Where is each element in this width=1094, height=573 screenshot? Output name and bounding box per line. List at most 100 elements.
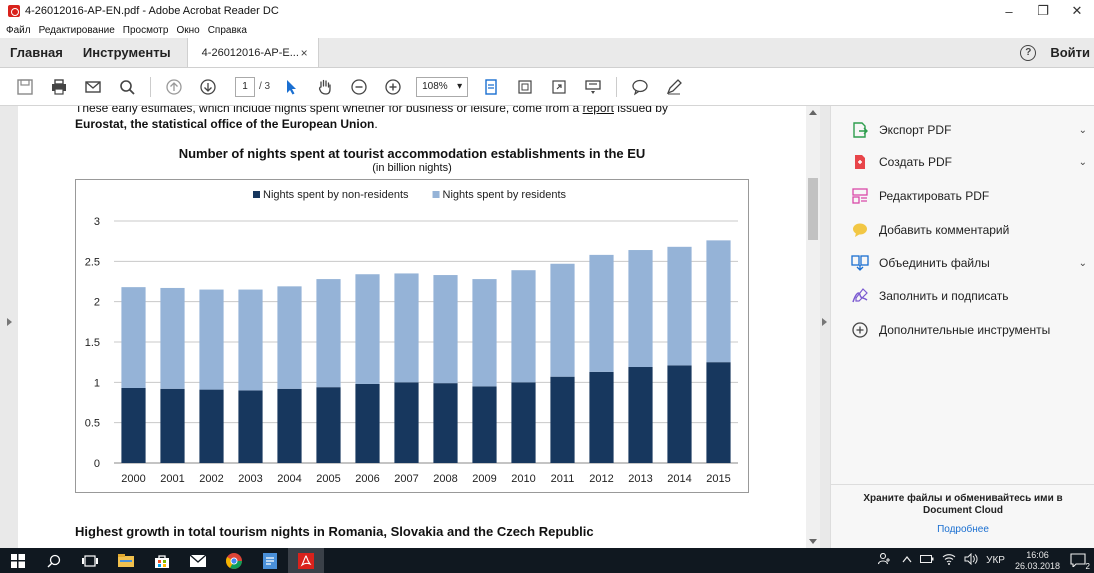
comment-icon[interactable] (629, 76, 651, 98)
comment-icon (851, 221, 869, 239)
document-cloud-promo: Храните файлы и обменивайтесь ими в Docu… (831, 484, 1094, 517)
panel-item-fill-sign[interactable]: Заполнить и подписать (851, 286, 1087, 306)
chevron-down-icon[interactable]: ⌄ (1078, 156, 1087, 168)
chevron-up-icon[interactable] (902, 555, 912, 566)
pen-icon[interactable] (663, 76, 685, 98)
language-indicator[interactable]: УКР (986, 555, 1005, 566)
right-panel-toggle[interactable] (820, 106, 830, 548)
bar-non-residents (433, 383, 458, 463)
chrome-icon[interactable] (216, 548, 252, 573)
intro-text-end: issued by (613, 106, 668, 115)
windows-start-icon[interactable] (0, 548, 36, 573)
chevron-down-icon[interactable]: ⌄ (1078, 124, 1087, 136)
read-mode-icon[interactable] (582, 76, 604, 98)
x-tick-label: 2000 (121, 473, 145, 485)
panel-item-more-tools[interactable]: Дополнительные инструменты (851, 320, 1087, 340)
save-icon[interactable] (14, 76, 36, 98)
email-icon[interactable] (82, 76, 104, 98)
next-page-icon[interactable] (197, 76, 219, 98)
stacked-bar-chart: 0 0.5 1 1.5 2 2.5 3 2000 2001 2002 2003 2004 2005 200… (85, 189, 738, 485)
menu-view[interactable]: Просмотр (122, 24, 169, 36)
zoom-in-icon[interactable] (382, 76, 404, 98)
bar-non-residents (394, 382, 419, 463)
fit-page-icon[interactable] (480, 76, 502, 98)
minimize-button[interactable]: – (1005, 3, 1013, 19)
page-number-input[interactable]: 1 (235, 76, 255, 97)
panel-item-create-pdf[interactable]: Создать PDF ⌄ (851, 152, 1087, 172)
file-explorer-icon[interactable] (108, 548, 144, 573)
export-pdf-icon (851, 121, 869, 139)
bar-residents (472, 279, 497, 387)
scroll-up-icon[interactable] (809, 110, 817, 115)
sign-in-button[interactable]: Войти (1050, 45, 1090, 60)
print-icon[interactable] (48, 76, 70, 98)
menu-help[interactable]: Справка (207, 24, 247, 36)
panel-item-label: Заполнить и подписать (879, 289, 1009, 303)
panel-item-label: Экспорт PDF (879, 123, 952, 137)
legend-label: Nights spent by non-residents (263, 189, 409, 201)
intro-period: . (374, 117, 378, 131)
intro-paragraph: These early estimates, which include nig… (75, 106, 775, 132)
x-tick-label: 2012 (589, 473, 613, 485)
acrobat-taskbar-icon[interactable] (288, 548, 324, 573)
zoom-dropdown[interactable]: 108% ▾ (416, 76, 469, 97)
chevron-down-icon[interactable]: ⌄ (1078, 257, 1087, 269)
panel-item-combine-files[interactable]: Объединить файлы ⌄ (851, 253, 1087, 273)
scroll-thumb[interactable] (808, 178, 818, 240)
panel-item-label: Дополнительные инструменты (879, 323, 1051, 337)
bar-residents (277, 286, 302, 389)
volume-icon[interactable] (964, 552, 978, 568)
report-link[interactable]: report (582, 106, 614, 115)
bar-residents (160, 287, 185, 389)
tab-home[interactable]: Главная (10, 45, 63, 60)
panel-item-add-comment[interactable]: Добавить комментарий (851, 220, 1087, 240)
previous-page-icon[interactable] (163, 76, 185, 98)
bar-residents (121, 287, 146, 388)
full-screen-icon[interactable] (548, 76, 570, 98)
network-icon[interactable] (942, 553, 956, 568)
bar-non-residents (160, 388, 185, 463)
close-button[interactable]: ✕ (1071, 3, 1083, 18)
store-icon[interactable] (144, 548, 180, 573)
panel-item-export-pdf[interactable]: Экспорт PDF ⌄ (851, 120, 1087, 140)
scroll-down-icon[interactable] (809, 539, 817, 544)
y-tick-label: 1.5 (85, 337, 100, 349)
tab-tools[interactable]: Инструменты (82, 45, 171, 60)
mail-icon[interactable] (180, 548, 216, 573)
notifications-icon[interactable]: 2 (1070, 552, 1090, 571)
people-icon[interactable] (878, 552, 892, 568)
left-panel-toggle[interactable] (0, 106, 18, 548)
create-pdf-icon (851, 153, 869, 171)
panel-item-edit-pdf[interactable]: Редактировать PDF (851, 186, 1087, 206)
menu-bar: Файл Редактирование Просмотр Окно Справк… (0, 22, 1094, 38)
vertical-scrollbar[interactable] (806, 106, 820, 548)
chart-frame: 0 0.5 1 1.5 2 2.5 3 2000 2001 2002 2003 2004 2005 200… (75, 179, 749, 493)
task-view-icon[interactable] (72, 548, 108, 573)
menu-file[interactable]: Файл (6, 24, 31, 36)
search-icon[interactable] (116, 76, 138, 98)
zoom-out-icon[interactable] (348, 76, 370, 98)
search-icon[interactable] (36, 548, 72, 573)
document-app-icon[interactable] (252, 548, 288, 573)
window-title: 4-26012016-AP-EN.pdf - Adobe Acrobat Rea… (25, 5, 279, 17)
bar-non-residents (706, 362, 731, 463)
hand-tool-icon[interactable] (314, 76, 336, 98)
bar-residents (589, 254, 614, 372)
battery-icon[interactable] (920, 554, 934, 567)
rotate-view-icon[interactable] (514, 76, 536, 98)
menu-window[interactable]: Окно (176, 24, 200, 36)
learn-more-link[interactable]: Подробнее (937, 524, 989, 535)
tab-document[interactable]: 4-26012016-AP-E... × (186, 38, 319, 67)
clock[interactable]: 16:06 26.03.2018 (1015, 550, 1060, 572)
restore-button[interactable]: ❐ (1037, 3, 1049, 18)
bar-residents (667, 246, 692, 366)
tab-close-icon[interactable]: × (300, 45, 308, 60)
x-tick-label: 2008 (433, 473, 457, 485)
x-tick-label: 2006 (355, 473, 379, 485)
menu-edit[interactable]: Редактирование (38, 24, 115, 36)
select-cursor-icon[interactable] (280, 76, 302, 98)
help-icon[interactable]: ? (1020, 44, 1037, 61)
toolbar: 1 / 3 108% ▾ (0, 68, 1094, 106)
x-tick-label: 2014 (667, 473, 691, 485)
bar-residents (706, 240, 731, 363)
